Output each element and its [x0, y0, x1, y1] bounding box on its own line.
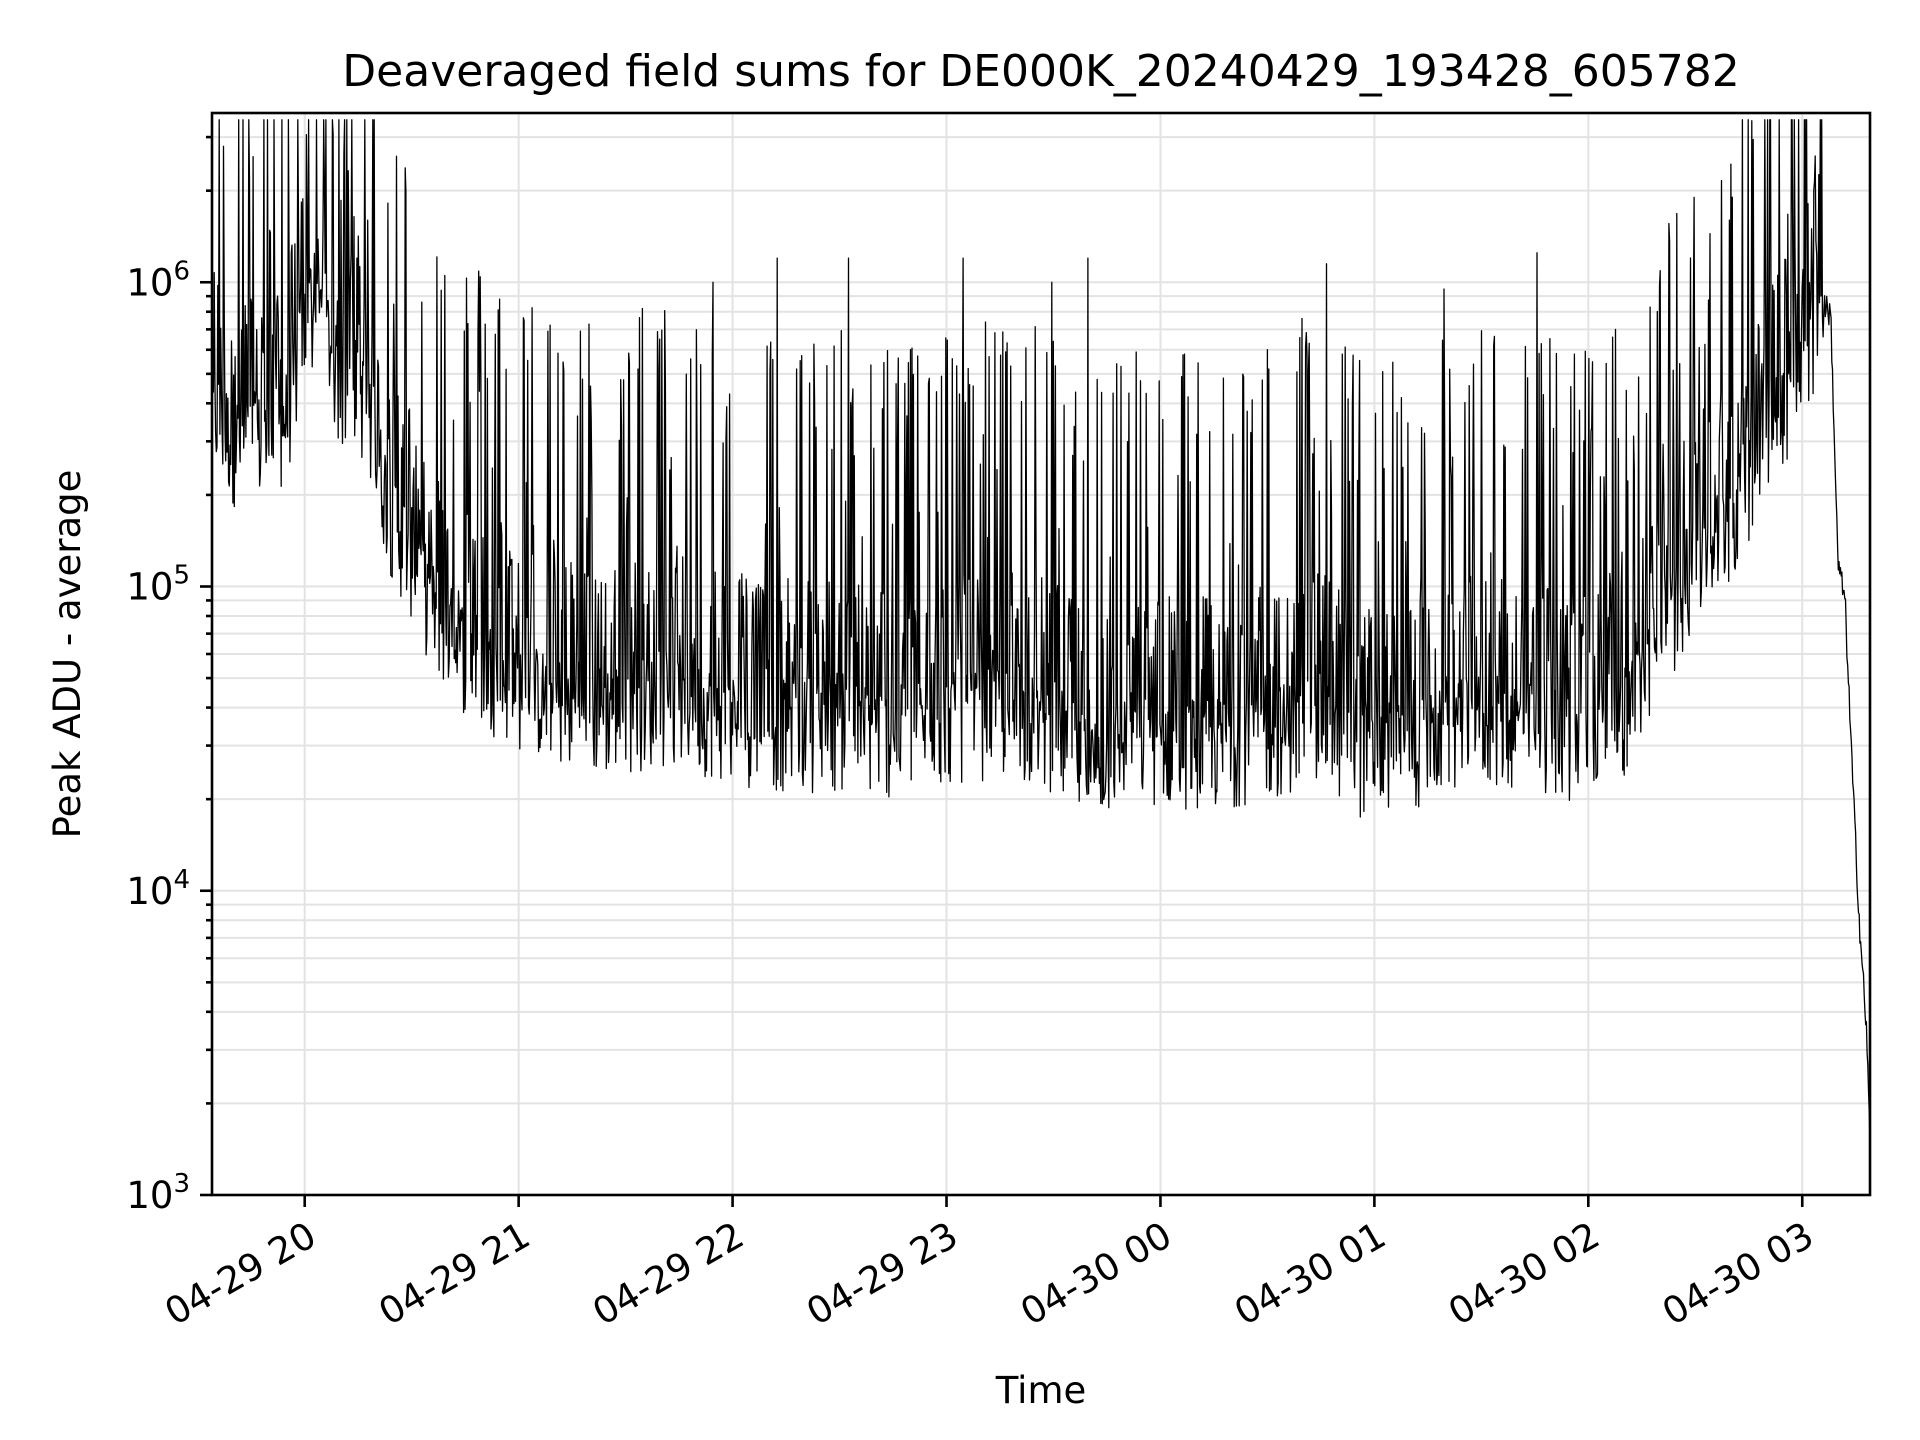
y-tick-label: 105 — [126, 561, 190, 609]
y-tick-exponent: 5 — [173, 561, 190, 591]
y-tick-label: 103 — [126, 1169, 190, 1217]
series-line — [211, 119, 1871, 1144]
y-axis-label: Peak ADU - average — [46, 470, 89, 839]
y-tick-base: 10 — [126, 261, 173, 304]
y-tick-base: 10 — [126, 870, 173, 913]
y-tick-base: 10 — [126, 1174, 173, 1217]
chart-title: Deaveraged field sums for DE000K_2024042… — [342, 46, 1739, 97]
x-axis-label: Time — [995, 1369, 1087, 1412]
data-series — [211, 119, 1871, 1144]
y-tick-label: 104 — [126, 865, 190, 913]
y-tick-label: 106 — [126, 256, 190, 304]
y-tick-base: 10 — [126, 566, 173, 609]
y-tick-exponent: 6 — [173, 256, 190, 286]
y-tick-exponent: 3 — [173, 1169, 190, 1199]
y-tick-exponent: 4 — [173, 865, 190, 895]
